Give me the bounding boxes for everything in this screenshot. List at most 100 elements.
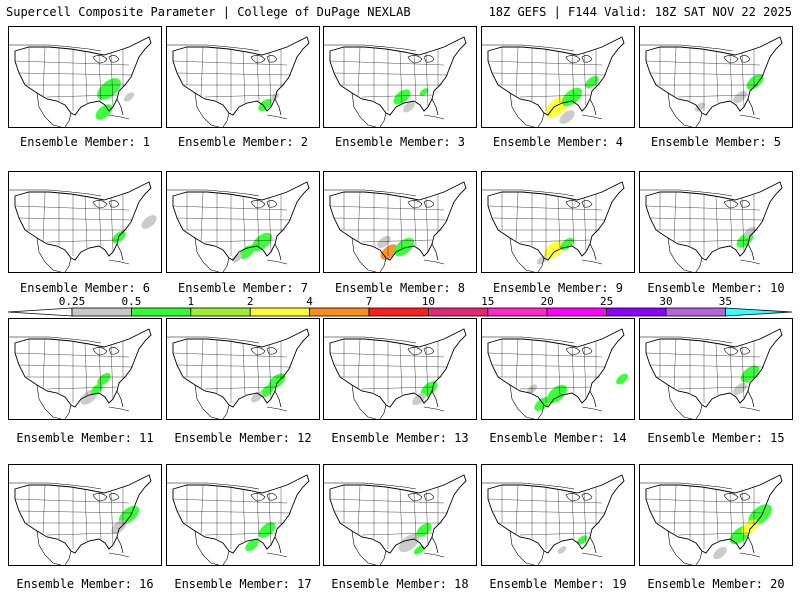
canada-border <box>9 44 102 52</box>
scp-shading-area <box>543 240 565 260</box>
state-border <box>425 52 429 108</box>
mexico-coastline <box>194 530 230 565</box>
color-legend <box>8 307 792 317</box>
legend-tick-label: 0.5 <box>121 295 142 308</box>
ensemble-member-label: Ensemble Member: 17 <box>174 577 312 591</box>
ensemble-member-label: Ensemble Member: 20 <box>647 577 785 591</box>
state-border <box>357 338 361 390</box>
cuba-coastline <box>266 259 288 265</box>
state-border <box>14 205 130 211</box>
coastline-border <box>645 181 783 261</box>
florida-coast <box>274 98 282 116</box>
coastline-border <box>172 36 310 116</box>
mexico-coastline <box>194 384 230 419</box>
ensemble-map-panel <box>639 464 793 566</box>
scp-shading-area <box>95 104 113 120</box>
ensemble-member-label: Ensemble Member: 18 <box>331 577 469 591</box>
state-border <box>515 338 519 390</box>
state-border <box>645 498 761 504</box>
state-border <box>204 532 276 536</box>
state-border <box>18 72 134 76</box>
great-lakes <box>565 347 593 356</box>
coastline-border <box>329 181 467 261</box>
us-map-svg <box>9 36 152 127</box>
cuba-coastline <box>423 114 445 120</box>
coastline-border <box>329 474 467 554</box>
state-border <box>571 491 575 540</box>
ensemble-member-label: Ensemble Member: 5 <box>650 135 782 149</box>
scp-shading-area <box>111 520 127 534</box>
scp-shading-area <box>557 546 567 554</box>
cuba-coastline <box>423 552 445 558</box>
state-border <box>42 484 46 536</box>
canada-border <box>324 336 417 344</box>
ensemble-map-panel <box>8 464 162 566</box>
state-border <box>200 484 204 536</box>
mexico-coastline <box>667 384 703 419</box>
state-border <box>268 490 272 546</box>
scp-shading-area <box>694 102 706 112</box>
canada-border <box>9 336 102 344</box>
florida-coast <box>274 243 282 261</box>
legend-color-segment <box>190 307 251 317</box>
legend-color-segment <box>606 307 667 317</box>
state-border <box>176 510 292 514</box>
mexico-coastline <box>36 237 72 272</box>
us-map-svg <box>482 36 625 127</box>
ensemble-member-label: Ensemble Member: 13 <box>331 431 469 445</box>
state-border <box>491 72 607 76</box>
great-lakes <box>723 493 751 502</box>
coastline-border <box>487 181 625 261</box>
state-border <box>715 488 719 542</box>
scp-shading-area <box>403 101 415 113</box>
state-border <box>515 46 519 98</box>
state-border <box>487 205 603 211</box>
state-border <box>715 195 719 249</box>
scp-shading-area <box>245 538 259 552</box>
scp-shading-area <box>536 255 548 265</box>
us-map-svg <box>9 474 152 565</box>
state-border <box>18 510 134 514</box>
great-lakes <box>250 347 278 356</box>
florida-coast <box>747 390 755 408</box>
state-border <box>256 198 260 247</box>
cuba-coastline <box>108 406 130 412</box>
us-map-svg <box>167 181 310 272</box>
florida-coast <box>589 243 597 261</box>
us-map-svg <box>324 474 467 565</box>
state-border <box>557 342 561 396</box>
state-border <box>204 94 276 98</box>
coastline-border <box>14 181 152 261</box>
mexico-coastline <box>351 237 387 272</box>
ensemble-member-label: Ensemble Member: 19 <box>489 577 627 591</box>
state-border <box>333 217 449 221</box>
state-border <box>176 364 292 368</box>
florida-coast <box>116 536 124 554</box>
state-border <box>204 239 276 243</box>
cuba-coastline <box>266 114 288 120</box>
canada-border <box>167 482 260 490</box>
ensemble-map-panel <box>166 171 320 273</box>
legend-tick-label: 35 <box>718 295 733 308</box>
mexico-coastline <box>194 237 230 272</box>
ensemble-map-panel <box>8 171 162 273</box>
scp-shading-area <box>251 391 263 403</box>
coastline-border <box>645 474 783 554</box>
state-border <box>491 510 607 514</box>
great-lakes <box>407 493 435 502</box>
cuba-coastline <box>266 406 288 412</box>
legend-color-segment <box>427 307 489 317</box>
legend-tick-label: 30 <box>659 295 673 308</box>
state-border <box>46 239 118 243</box>
great-lakes <box>92 55 120 64</box>
state-border <box>557 488 561 542</box>
scp-shading-area <box>91 383 103 395</box>
scp-shading-area <box>231 253 243 263</box>
ensemble-member-label: Ensemble Member: 11 <box>16 431 154 445</box>
cuba-coastline <box>423 406 445 412</box>
state-border <box>729 53 733 102</box>
ensemble-member-label: Ensemble Member: 2 <box>177 135 309 149</box>
state-border <box>557 50 561 104</box>
ensemble-map-panel <box>639 318 793 420</box>
state-border <box>242 488 246 542</box>
